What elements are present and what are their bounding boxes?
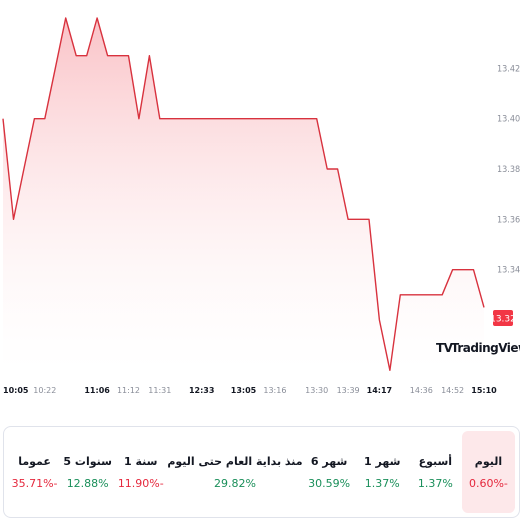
period-change-value: 35.71%- (11, 476, 58, 490)
period-change-value: 12.88% (66, 476, 109, 490)
price-axis: 13.42 13.40 13.38 13.36 13.34 (497, 64, 520, 275)
price-tick-label: 13.36 (497, 215, 520, 225)
performance-periods: اليوم 0.60%- أسبوع 1.37% 1 شهر 1.37% 6 شهر 30.5… (3, 426, 520, 518)
time-tick-label: 14:52 (441, 386, 464, 395)
time-tick-label: 14:17 (367, 386, 392, 395)
last-price-label: 13.32 (490, 315, 516, 325)
time-tick-label: 13:05 (231, 386, 257, 395)
period-label: 5 سنوات (63, 454, 112, 468)
time-tick-label: 11:12 (117, 386, 140, 395)
price-tick-label: 13.40 (497, 115, 520, 125)
period-tab[interactable]: 1 شهر 1.37% (356, 431, 409, 513)
time-tick-label: 12:33 (189, 386, 214, 395)
time-tick-label: 15:10 (471, 386, 497, 395)
tradingview-logo-text: TradingView (451, 341, 520, 355)
period-label: 6 شهر (310, 454, 348, 468)
period-change-value: 1.37% (364, 476, 400, 490)
time-tick-label: 10:22 (33, 386, 56, 395)
time-tick-label: 14:36 (410, 386, 433, 395)
period-label: 1 شهر (364, 454, 401, 468)
period-tab[interactable]: 6 شهر 30.59% (303, 431, 356, 513)
period-label: منذ بداية العام حتى اليوم (167, 454, 303, 468)
price-chart[interactable]: 13.42 13.40 13.38 13.36 13.34 10:05 10:22 11:0… (0, 0, 520, 400)
price-tick-label: 13.38 (497, 165, 520, 175)
period-label: أسبوع (418, 454, 453, 468)
time-axis: 10:05 10:22 11:06 11:12 11:31 12:33 13:05 13:16… (3, 386, 497, 395)
time-tick-label: 13:16 (263, 386, 286, 395)
period-label: عموما (18, 454, 51, 468)
period-change-value: 30.59% (308, 476, 351, 490)
time-tick-label: 13:30 (305, 386, 328, 395)
period-tab[interactable]: 5 سنوات 12.88% (61, 431, 114, 513)
period-change-value: 0.60%- (468, 476, 508, 490)
time-tick-label: 10:05 (3, 386, 29, 395)
period-tab[interactable]: عموما 35.71%- (8, 431, 61, 513)
period-tab[interactable]: أسبوع 1.37% (409, 431, 462, 513)
price-tick-label: 13.34 (497, 266, 520, 276)
time-tick-label: 13:39 (337, 386, 360, 395)
period-change-value: 1.37% (417, 476, 453, 490)
time-tick-label: 11:06 (84, 386, 110, 395)
price-area (3, 18, 484, 371)
last-price-tag: 13.32 (490, 310, 516, 326)
price-tick-label: 13.42 (497, 64, 520, 74)
time-tick-label: 11:31 (148, 386, 171, 395)
period-change-value: 11.90%- (117, 476, 164, 490)
tradingview-logo[interactable]: TV TradingView (436, 341, 520, 355)
period-tab[interactable]: 1 سنة 11.90%- (114, 431, 167, 513)
tradingview-logo-mark: TV (436, 341, 454, 355)
price-line (2, 17, 485, 371)
period-tab[interactable]: منذ بداية العام حتى اليوم 29.82% (167, 431, 302, 513)
period-label: اليوم (474, 454, 503, 468)
period-change-value: 29.82% (213, 476, 256, 490)
period-label: 1 سنة (124, 454, 158, 468)
period-tab[interactable]: اليوم 0.60%- (461, 431, 515, 513)
